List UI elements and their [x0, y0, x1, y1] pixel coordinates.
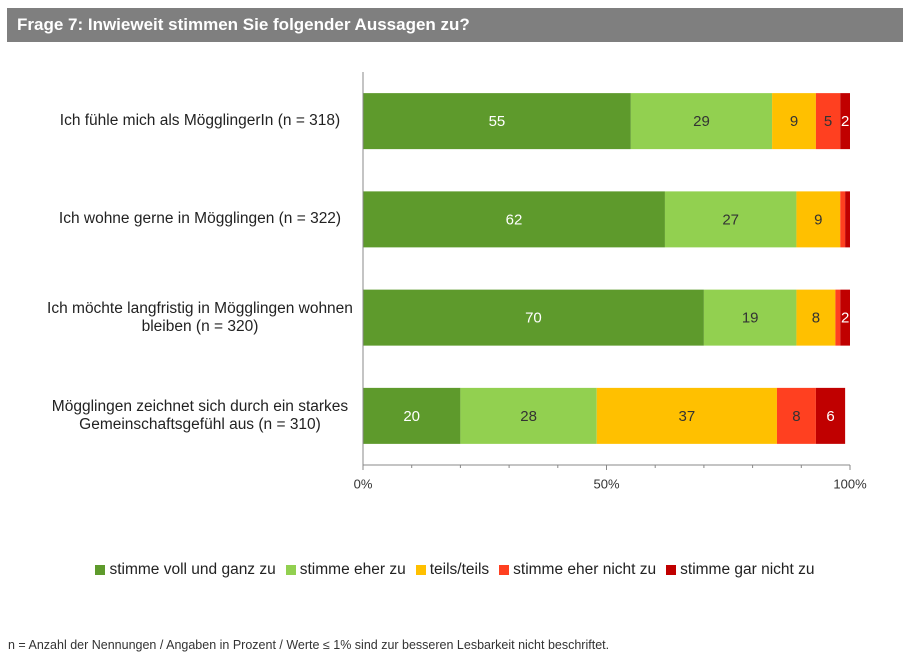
chart-title: Frage 7: Inwieweit stimmen Sie folgender…: [7, 8, 903, 42]
category-label: Ich wohne gerne in Mögglingen (n = 322): [58, 210, 342, 228]
bar-segment: [815, 387, 846, 444]
legend-label: teils/teils: [429, 561, 490, 578]
value-label: 70: [525, 310, 542, 327]
bar-segment: [703, 289, 797, 346]
bar-segment: [664, 191, 797, 248]
value-label: 19: [742, 310, 759, 327]
bar-segment: [460, 387, 597, 444]
bar-segment: [363, 93, 631, 150]
legend-swatch: [95, 565, 106, 575]
legend-item: teils/teils: [415, 561, 490, 579]
value-label: 9: [790, 113, 798, 130]
bar-segment: [596, 387, 777, 444]
bar-segment: [840, 93, 850, 150]
category-label: Ich möchte langfristig in Mögglingen woh…: [47, 299, 353, 335]
category-label: Mögglingen zeichnet sich durch ein stark…: [51, 397, 349, 433]
legend-label: stimme eher nicht zu: [513, 561, 657, 578]
value-label: 29: [693, 113, 710, 130]
bar-segment: [796, 289, 836, 346]
legend-item: stimme voll und ganz zu: [95, 561, 276, 579]
legend-swatch: [415, 565, 426, 575]
value-label: 8: [812, 310, 820, 327]
value-label: 62: [506, 211, 523, 228]
bar-segment: [630, 93, 773, 150]
bar-segment: [845, 191, 850, 248]
value-label: 2: [841, 310, 849, 327]
legend-swatch: [666, 565, 677, 575]
legend: stimme voll und ganz zu stimme eher zu tei…: [0, 561, 910, 579]
legend-swatch: [285, 565, 296, 575]
x-tick-label: 50%: [593, 476, 619, 491]
value-label: 6: [826, 408, 834, 425]
legend-label: stimme voll und ganz zu: [109, 561, 276, 578]
bar-segment: [840, 289, 850, 346]
legend-label: stimme eher zu: [299, 561, 406, 578]
legend-item: stimme gar nicht zu: [666, 561, 815, 579]
bar-segment: [815, 93, 841, 150]
legend-label: stimme gar nicht zu: [680, 561, 815, 578]
value-label: 28: [520, 408, 537, 425]
bar-segment: [835, 289, 841, 346]
bar-segment: [363, 191, 665, 248]
bar-segment: [363, 289, 704, 346]
bar-segment: [772, 93, 816, 150]
legend-item: stimme eher zu: [285, 561, 406, 579]
legend-item: stimme eher nicht zu: [499, 561, 656, 579]
footnote: n = Anzahl der Nennungen / Angaben in Pr…: [8, 638, 610, 652]
bar-segment: [840, 191, 846, 248]
bar-segment: [776, 387, 816, 444]
value-label: 55: [489, 113, 506, 130]
value-label: 27: [722, 211, 739, 228]
x-tick-label: 0%: [354, 476, 373, 491]
value-label: 8: [792, 408, 800, 425]
value-label: 2: [841, 113, 849, 130]
x-tick-label: 100%: [833, 476, 867, 491]
value-label: 9: [814, 211, 822, 228]
legend-swatch: [499, 565, 510, 575]
value-label: 20: [403, 408, 420, 425]
bar-segment: [796, 191, 841, 248]
value-label: 5: [824, 113, 832, 130]
bar-segment: [363, 387, 461, 444]
category-label: Ich fühle mich als MögglingerIn (n = 318…: [59, 112, 341, 130]
value-label: 37: [679, 408, 696, 425]
